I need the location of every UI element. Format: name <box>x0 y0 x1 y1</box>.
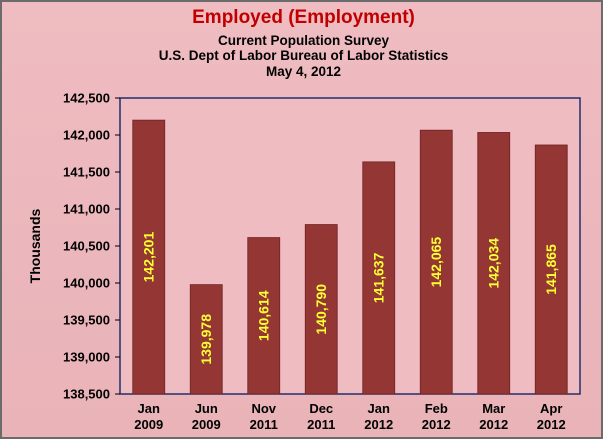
bar-value-label: 141,637 <box>371 252 387 303</box>
chart-subtitle-agency: U.S. Dept of Labor Bureau of Labor Stati… <box>158 48 449 63</box>
bar-value-label: 140,790 <box>313 284 329 335</box>
x-tick-label-year: 2012 <box>422 417 451 432</box>
y-axis-label: Thousands <box>27 208 43 283</box>
x-tick-label-month: Feb <box>425 401 448 416</box>
y-tick-label: 139,500 <box>63 313 110 328</box>
y-tick-label: 140,000 <box>63 276 110 291</box>
y-tick-label: 142,500 <box>63 91 110 106</box>
x-tick-label-year: 2009 <box>192 417 221 432</box>
bar <box>247 237 281 395</box>
y-tick-label: 140,500 <box>63 239 110 254</box>
x-axis: Jan2009Jun2009Nov2011Dec2011Jan2012Feb20… <box>134 401 565 432</box>
x-tick-label-year: 2009 <box>134 417 163 432</box>
bar <box>419 129 453 395</box>
bar <box>362 161 396 395</box>
y-axis: 138,500 139,000 139,500 140,000 140,500 141,0… <box>63 91 120 402</box>
x-tick-label-year: 2011 <box>250 417 278 432</box>
bar-value-label: 142,201 <box>141 232 157 283</box>
bar-value-label: 140,614 <box>256 290 272 341</box>
chart-subtitle-date: May 4, 2012 <box>265 64 342 79</box>
bar-value-label: 142,034 <box>486 238 502 289</box>
x-tick-label-month: Dec <box>309 401 333 416</box>
x-tick-label-month: Jun <box>195 401 218 416</box>
x-tick-label-year: 2011 <box>307 417 335 432</box>
y-tick-label: 141,000 <box>63 202 110 217</box>
bar <box>477 132 511 395</box>
y-tick-label: 142,000 <box>63 128 110 143</box>
bar <box>189 284 223 395</box>
x-tick-label-month: Jan <box>138 401 160 416</box>
bar-value-label: 139,978 <box>198 314 214 365</box>
x-tick-label-year: 2012 <box>479 417 508 432</box>
y-tick-label: 141,500 <box>63 165 110 180</box>
x-tick-label-month: Apr <box>540 401 562 416</box>
x-tick-label-month: Jan <box>368 401 390 416</box>
bars: 142,201 139,978 140,614 140,790 141,637 142,0… <box>132 119 568 395</box>
x-tick-label-year: 2012 <box>537 417 566 432</box>
x-tick-label-year: 2012 <box>364 417 393 432</box>
chart-title: Employed (Employment) <box>192 7 415 28</box>
y-tick-label: 138,500 <box>63 387 110 402</box>
bar <box>132 119 166 395</box>
bar-value-label: 141,865 <box>543 244 559 295</box>
y-tick-label: 139,000 <box>63 350 110 365</box>
x-tick-label-month: Mar <box>482 401 505 416</box>
bar <box>534 144 568 395</box>
bar <box>304 224 338 395</box>
x-tick-label-month: Nov <box>251 401 276 416</box>
bar-value-label: 142,065 <box>428 237 444 288</box>
plot-area <box>119 97 581 395</box>
chart-subtitle-source: Current Population Survey <box>217 33 390 48</box>
